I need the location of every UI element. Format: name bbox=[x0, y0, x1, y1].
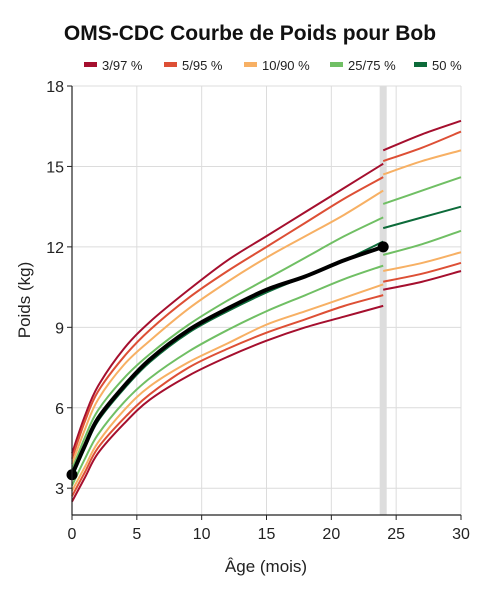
x-tick-label-4: 20 bbox=[322, 526, 340, 543]
legend-swatch-1 bbox=[164, 62, 177, 67]
x-tick-label-0: 0 bbox=[68, 526, 77, 543]
y-tick-label-3: 12 bbox=[46, 240, 64, 257]
percentile-curve-late-0 bbox=[382, 119, 462, 152]
legend-swatch-4 bbox=[414, 62, 427, 67]
legend-label-1: 5/95 % bbox=[182, 58, 223, 73]
x-tick-label-1: 5 bbox=[132, 526, 141, 543]
percentile-curve-late-3 bbox=[382, 176, 462, 205]
y-axis-label: Poids (kg) bbox=[15, 262, 34, 339]
percentile-curve-early-4 bbox=[71, 240, 384, 478]
percentile-curve-early-6 bbox=[71, 283, 384, 492]
legend-label-2: 10/90 % bbox=[262, 58, 310, 73]
percentile-curve-early-3 bbox=[71, 216, 384, 470]
percentile-curve-early-8 bbox=[71, 304, 384, 503]
percentile-curve-late-5 bbox=[382, 229, 462, 256]
legend-label-3: 25/75 % bbox=[348, 58, 396, 73]
legend-swatch-3 bbox=[330, 62, 343, 67]
legend-swatch-0 bbox=[84, 62, 97, 67]
chart-title: OMS-CDC Courbe de Poids pour Bob bbox=[64, 22, 436, 45]
y-tick-label-2: 9 bbox=[55, 320, 64, 337]
percentile-curve-late-8 bbox=[382, 270, 462, 291]
x-tick-label-3: 15 bbox=[258, 526, 276, 543]
legend-swatch-2 bbox=[244, 62, 257, 67]
grid bbox=[71, 85, 462, 515]
percentile-curve-late-7 bbox=[382, 261, 462, 283]
y-tick-label-1: 6 bbox=[55, 401, 64, 418]
x-axis-ticks: 0 5 10 15 20 25 30 bbox=[68, 515, 470, 543]
percentile-curve-early-5 bbox=[71, 264, 384, 486]
percentile-curve-late-4 bbox=[382, 205, 462, 230]
percentile-curve-late-2 bbox=[382, 149, 462, 176]
y-tick-label-0: 3 bbox=[55, 481, 64, 498]
y-tick-label-4: 15 bbox=[46, 159, 64, 176]
x-tick-label-6: 30 bbox=[452, 526, 470, 543]
x-axis-label: Âge (mois) bbox=[225, 557, 307, 576]
percentile-curve-early-7 bbox=[71, 294, 384, 497]
percentile-curve-early-1 bbox=[71, 176, 384, 460]
x-tick-label-2: 10 bbox=[193, 526, 211, 543]
percentile-curve-late-6 bbox=[382, 251, 462, 272]
percentile-curve-early-2 bbox=[71, 189, 384, 465]
x-tick-label-5: 25 bbox=[387, 526, 405, 543]
percentile-curve-late-1 bbox=[382, 130, 462, 163]
child-point-1 bbox=[377, 241, 389, 253]
legend-label-4: 50 % bbox=[432, 58, 462, 73]
percentile-curve-early-0 bbox=[71, 162, 384, 454]
child-weight-line bbox=[70, 244, 386, 477]
y-tick-label-5: 18 bbox=[46, 79, 64, 96]
legend: 3/97 % 5/95 % 10/90 % 25/75 % 50 % bbox=[84, 58, 462, 73]
y-axis-ticks: 3 6 9 12 15 18 bbox=[46, 79, 72, 498]
legend-label-0: 3/97 % bbox=[102, 58, 143, 73]
